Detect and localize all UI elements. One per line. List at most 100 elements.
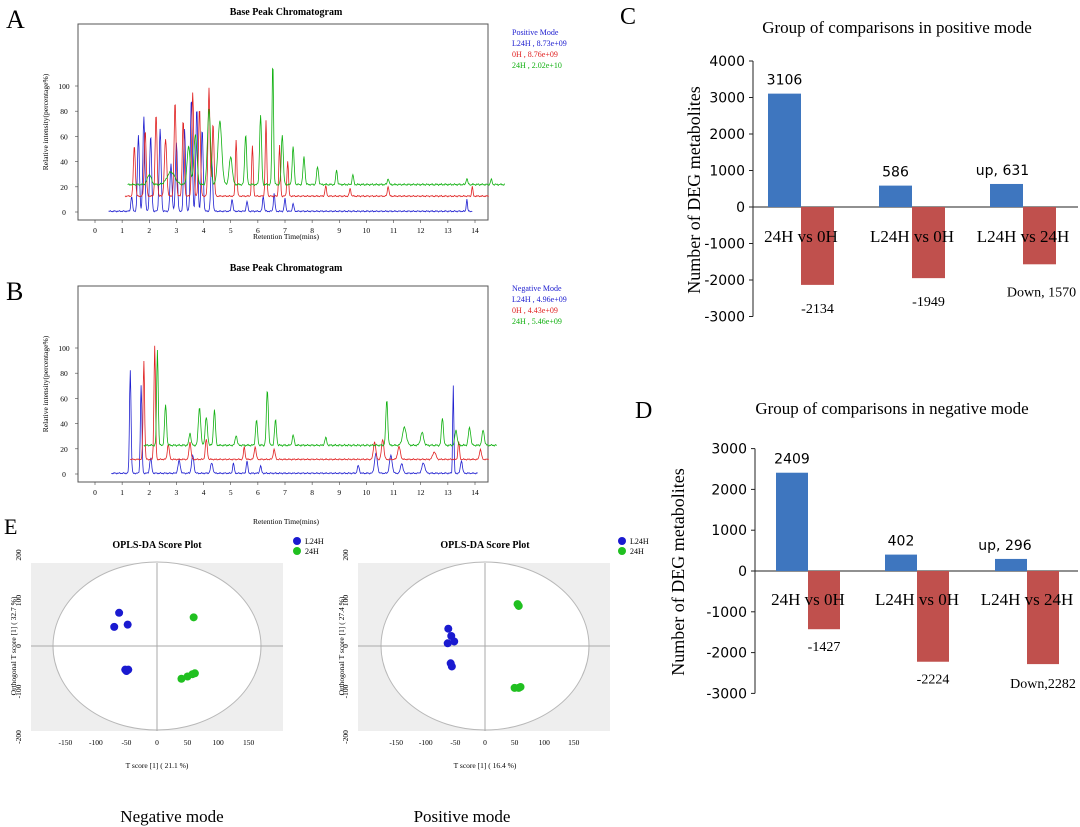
bar-down-3 xyxy=(1027,571,1059,665)
chromatogram-trace-l24h xyxy=(108,101,473,213)
category-label-2: L24H vs 0H xyxy=(870,227,954,246)
x-tick-label: 10 xyxy=(363,226,371,235)
bar-up-2 xyxy=(879,185,912,207)
legend-entry-b-24h: 24H , 5.46e+09 xyxy=(512,317,562,326)
x-tick-label: 1 xyxy=(120,488,124,497)
y-tick-label: 0 xyxy=(14,644,23,648)
category-label-1: 24H vs 0H xyxy=(764,227,838,246)
x-tick-label: -150 xyxy=(389,738,403,747)
x-tick-label: 5 xyxy=(229,488,233,497)
x-tick-label: 0 xyxy=(155,738,159,747)
panel-letter-d: D xyxy=(635,398,652,424)
bar-label-up-2: 402 xyxy=(888,534,915,550)
bar-label-down-2: -2224 xyxy=(917,673,950,688)
score-point-24h xyxy=(177,674,186,683)
chromatogram-xlabel-b: Retention Time(mins) xyxy=(253,517,320,526)
bar-label-down-1: -2134 xyxy=(801,302,834,317)
y-tick-label: 3000 xyxy=(709,91,745,107)
y-tick-label: -1000 xyxy=(704,237,745,253)
bar-down-1 xyxy=(808,571,840,630)
x-tick-label: -50 xyxy=(121,738,131,747)
y-tick-label: 200 xyxy=(14,549,23,561)
panel-b: B Base Peak Chromatogram Relative intens… xyxy=(6,263,567,526)
score-point-24h xyxy=(190,669,199,678)
x-tick-label: 14 xyxy=(471,488,479,497)
x-tick-label: 14 xyxy=(471,226,479,235)
x-tick-label: 5 xyxy=(229,226,233,235)
x-tick-label: 11 xyxy=(390,226,397,235)
bar-label-up-1: 2409 xyxy=(774,452,810,468)
panel-a: A Base Peak Chromatogram Relative intens… xyxy=(6,5,567,241)
x-tick-label: 10 xyxy=(363,488,371,497)
y-tick-label: 100 xyxy=(341,595,350,607)
legend-entry-a-l24h: L24H , 8.73e+09 xyxy=(512,39,567,48)
category-label-2: L24H vs 0H xyxy=(875,590,959,609)
panel-c: C Group of comparisons in positive mode … xyxy=(620,4,1078,326)
panel-d: D Group of comparisons in negative mode … xyxy=(635,398,1078,702)
x-tick-label: -50 xyxy=(450,738,460,747)
score-plot-xlabel-negative: T score [1] ( 21.1 %) xyxy=(126,761,189,770)
bar-chart-c: 4000 3000 2000 1000 0 -1000 -2000 -3000 3106 -213… xyxy=(704,54,1078,326)
y-tick-label: -3000 xyxy=(706,686,747,702)
panel-letter-e: E xyxy=(4,514,17,539)
chromatogram-frame-b xyxy=(77,285,489,483)
y-tick-label: 0 xyxy=(738,564,747,580)
legend-marker-l24h xyxy=(293,537,301,545)
y-tick-label: 80 xyxy=(60,107,68,116)
bar-up-1 xyxy=(776,472,808,571)
score-plot-xlabel-positive: T score [1] ( 16.4 %) xyxy=(454,761,517,770)
y-tick-label: 3000 xyxy=(711,442,747,458)
x-tick-label: 1 xyxy=(120,226,124,235)
x-tick-label: 8 xyxy=(310,226,314,235)
score-plot-positive: -150 -100 -50 0 50 100 150 200 100 0 -100 -200 xyxy=(341,549,610,747)
score-point-l24h xyxy=(447,662,456,671)
x-tick-label: 11 xyxy=(390,488,397,497)
y-tick-label: 4000 xyxy=(709,54,745,70)
y-tick-label: 100 xyxy=(58,82,70,91)
y-tick-label: 60 xyxy=(60,132,68,141)
panel-e: E OPLS-DA Score Plot -150 -100 -50 0 50 100 15… xyxy=(4,514,649,826)
bar-up-2 xyxy=(885,554,917,571)
legend-label-l24h-2: L24H xyxy=(630,537,649,546)
x-tick-label: 2 xyxy=(147,226,151,235)
x-tick-label: 0 xyxy=(483,738,487,747)
chromatogram-trace-l24h xyxy=(111,370,478,475)
x-tick-label: 0 xyxy=(93,226,97,235)
x-tick-label: 6 xyxy=(256,488,260,497)
legend-label-24h-2: 24H xyxy=(630,547,644,556)
y-tick-label: 0 xyxy=(736,200,745,216)
chromatogram-xlabel-a: Retention Time(mins) xyxy=(253,232,320,241)
x-tick-label: 2 xyxy=(147,488,151,497)
bar-label-down-3: Down,2282 xyxy=(1010,677,1076,692)
score-point-l24h xyxy=(444,624,453,633)
x-tick-label: -100 xyxy=(89,738,103,747)
bar-label-down-1: -1427 xyxy=(808,640,841,655)
chromatogram-title-a: Base Peak Chromatogram xyxy=(230,7,343,18)
legend-entry-a-0h: 0H , 8.76e+09 xyxy=(512,50,558,59)
y-tick-label: 1000 xyxy=(711,523,747,539)
category-label-3: L24H vs 24H xyxy=(981,590,1074,609)
bar-label-up-3: up, 631 xyxy=(976,163,1029,179)
panel-letter-c: C xyxy=(620,4,636,30)
x-tick-label: 150 xyxy=(243,738,255,747)
x-tick-label: 4 xyxy=(202,226,206,235)
score-point-l24h xyxy=(123,620,132,629)
bar-up-3 xyxy=(990,183,1023,207)
score-plot-ylabel-negative: Orthogonal T score [1] ( 32.7 %) xyxy=(9,596,18,695)
y-tick-label: 2000 xyxy=(709,127,745,143)
chromatogram-trace-0h xyxy=(130,345,489,461)
bar-chart-title-c: Group of comparisons in positive mode xyxy=(762,18,1032,37)
score-point-24h xyxy=(514,601,523,610)
y-tick-label: 0 xyxy=(62,470,66,479)
y-tick-label: -3000 xyxy=(704,310,745,326)
bar-label-down-2: -1949 xyxy=(912,295,945,310)
x-tick-label: 100 xyxy=(212,738,224,747)
y-tick-label: -1000 xyxy=(706,605,747,621)
bar-chart-d: 3000 2000 1000 0 -1000 -2000 -3000 2409 -1427 24H… xyxy=(706,442,1078,702)
y-tick-label: 20 xyxy=(60,183,68,192)
x-tick-label: 100 xyxy=(539,738,551,747)
x-tick-label: 50 xyxy=(184,738,192,747)
legend-marker-24h xyxy=(293,547,301,555)
